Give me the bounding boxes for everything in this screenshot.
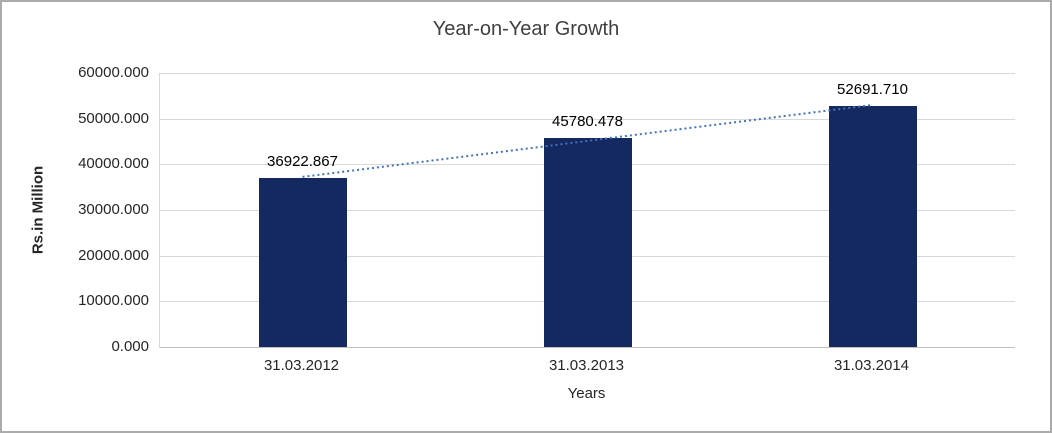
- bar: [258, 178, 347, 347]
- y-tick-label: 60000.000: [78, 64, 149, 81]
- x-tick-label: 31.03.2014: [833, 357, 910, 374]
- bar-data-label: 45780.478: [552, 112, 623, 130]
- y-tick-label: 20000.000: [78, 246, 149, 264]
- gridline: [160, 73, 1015, 74]
- plot-area: 36922.867 45780.478 52691.710: [159, 73, 1015, 348]
- y-tick-label: 0.000: [111, 338, 149, 355]
- x-axis-title: Years: [567, 385, 606, 402]
- bar: [828, 106, 917, 347]
- bar: [543, 137, 632, 347]
- bar-data-label: 36922.867: [267, 153, 338, 171]
- x-tick-label: 31.03.2012: [263, 357, 340, 374]
- chart-title: Year-on-Year Growth: [432, 18, 620, 40]
- y-tick-label: 40000.000: [78, 155, 149, 173]
- y-tick-label: 10000.000: [78, 292, 149, 310]
- y-tick-label: 50000.000: [78, 109, 149, 127]
- bar-data-label: 52691.710: [837, 81, 908, 99]
- x-tick-label: 31.03.2013: [548, 357, 625, 374]
- y-tick-label: 30000.000: [78, 201, 149, 218]
